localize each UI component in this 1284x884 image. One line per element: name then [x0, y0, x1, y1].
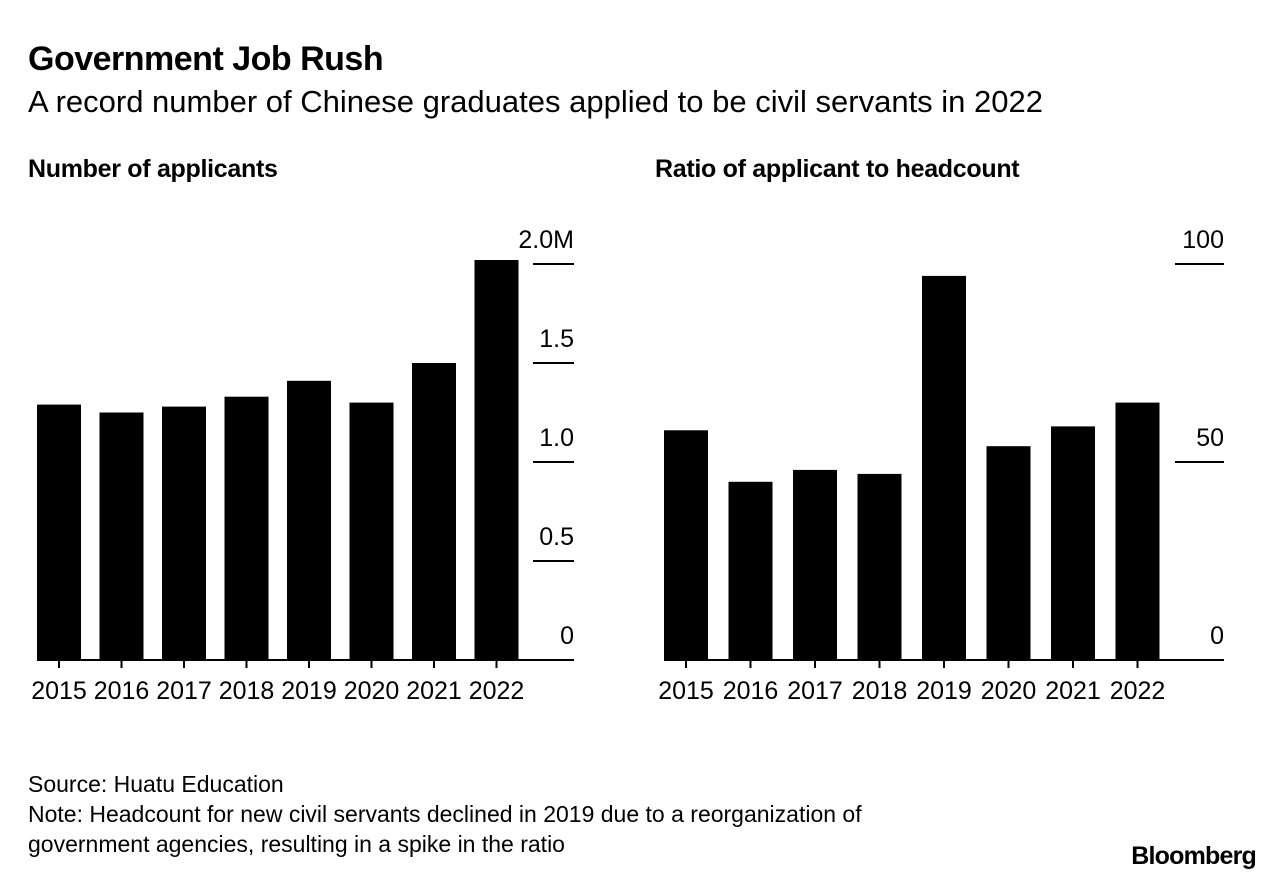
left-x-label-2015: 2015: [31, 677, 87, 705]
right-bar-2022: [1115, 402, 1160, 660]
right-x-label-2019: 2019: [916, 677, 972, 705]
left-x-label-2020: 2020: [344, 677, 400, 705]
right-bar-2016: [728, 481, 773, 660]
right-x-label-2020: 2020: [981, 677, 1037, 705]
right-y-tick-label-1: 50: [1196, 424, 1224, 452]
left-x-label-2019: 2019: [281, 677, 337, 705]
right-x-label-2018: 2018: [852, 677, 908, 705]
left-bar-2021: [412, 363, 456, 660]
left-x-label-2016: 2016: [94, 677, 150, 705]
right-bar-2020: [986, 446, 1031, 660]
left-y-tick-label-4: 2.0M: [518, 226, 574, 254]
left-x-label-2021: 2021: [406, 677, 462, 705]
right-bar-2021: [1051, 426, 1095, 660]
left-bar-2017: [162, 406, 206, 660]
left-y-tick-label-2: 1.0: [539, 424, 574, 452]
left-bar-2019: [287, 380, 331, 660]
source-note: Source: Huatu Education: [28, 771, 284, 797]
left-x-label-2018: 2018: [219, 677, 275, 705]
left-y-tick-label-0: 0: [560, 622, 574, 650]
right-bar-2018: [857, 473, 902, 660]
right-bar-2019: [922, 275, 966, 660]
left-y-tick-label-1: 0.5: [539, 523, 574, 551]
note-line-1: Note: Headcount for new civil servants d…: [28, 801, 862, 827]
right-x-label-2022: 2022: [1110, 677, 1166, 705]
right-bar-2015: [664, 430, 708, 660]
left-panel-title: Number of applicants: [28, 155, 278, 183]
right-panel-title: Ratio of applicant to headcount: [655, 155, 1020, 183]
left-bar-2020: [349, 402, 394, 660]
right-x-label-2021: 2021: [1045, 677, 1101, 705]
left-bar-2018: [224, 396, 269, 660]
chart-title: Government Job Rush: [28, 40, 384, 78]
left-bar-2022: [474, 260, 519, 660]
left-y-tick-label-3: 1.5: [539, 325, 574, 353]
note-line-2: government agencies, resulting in a spik…: [28, 831, 565, 857]
left-bar-2015: [37, 404, 81, 660]
bloomberg-logo: Bloomberg: [1131, 842, 1257, 870]
right-x-label-2015: 2015: [658, 677, 714, 705]
left-bar-2016: [99, 412, 144, 660]
left-x-label-2022: 2022: [469, 677, 525, 705]
right-x-label-2017: 2017: [787, 677, 843, 705]
right-y-tick-label-2: 100: [1182, 226, 1224, 254]
right-bar-2017: [793, 469, 837, 660]
right-x-label-2016: 2016: [723, 677, 779, 705]
chart-subtitle: A record number of Chinese graduates app…: [28, 84, 1043, 119]
left-x-label-2017: 2017: [156, 677, 212, 705]
right-y-tick-label-0: 0: [1210, 622, 1224, 650]
